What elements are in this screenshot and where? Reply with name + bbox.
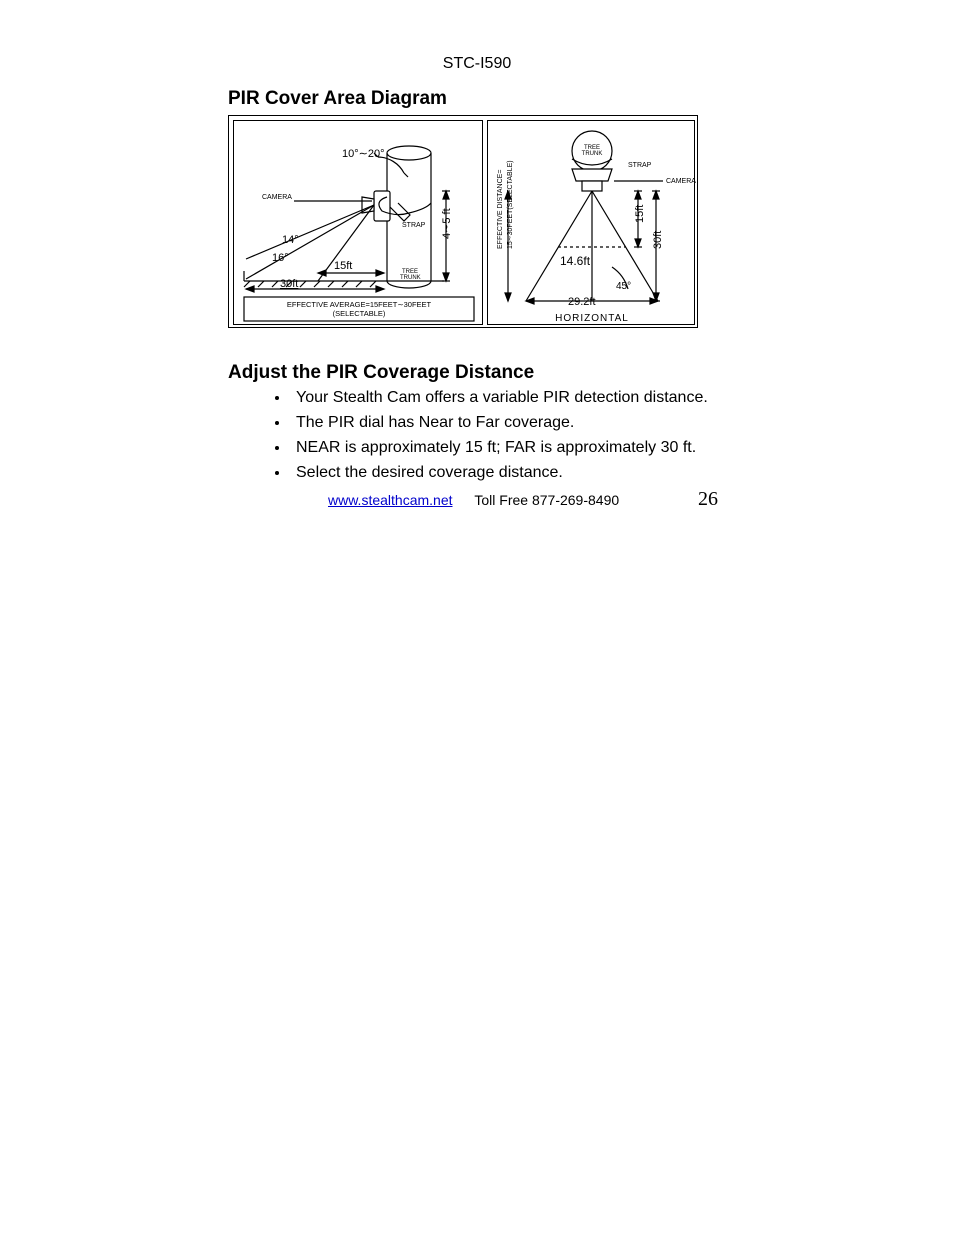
toll-free-number: Toll Free 877-269-8490 bbox=[474, 492, 619, 508]
top-view-svg: TREE TRUNK STRAP CAMERA 14.6ft 45° 29.2f… bbox=[488, 121, 696, 326]
svg-text:CAMERA: CAMERA bbox=[262, 194, 292, 201]
svg-text:EFFECTIVE AVERAGE=15FEET∼30FEE: EFFECTIVE AVERAGE=15FEET∼30FEET bbox=[287, 300, 432, 309]
svg-text:14.6ft: 14.6ft bbox=[560, 254, 591, 268]
side-view-svg: 10°∼20° CAMERA STRAP TREE TRUNK 14° 16° … bbox=[234, 121, 484, 326]
section-title-adjust: Adjust the PIR Coverage Distance bbox=[228, 362, 534, 384]
svg-text:STRAP: STRAP bbox=[402, 222, 426, 229]
diagram-top-view: TREE TRUNK STRAP CAMERA 14.6ft 45° 29.2f… bbox=[487, 120, 695, 325]
svg-text:HORIZONTAL: HORIZONTAL bbox=[555, 313, 629, 324]
svg-text:EFFECTIVE DISTANCE=: EFFECTIVE DISTANCE= bbox=[497, 170, 504, 249]
svg-text:CAMERA: CAMERA bbox=[666, 178, 696, 185]
svg-text:14°: 14° bbox=[282, 234, 299, 246]
svg-text:29.2ft: 29.2ft bbox=[568, 296, 596, 308]
svg-text:30ft: 30ft bbox=[280, 278, 298, 290]
manual-page: STC-I590 PIR Cover Area Diagram bbox=[0, 0, 954, 1235]
svg-text:4∼5 ft: 4∼5 ft bbox=[441, 208, 453, 239]
svg-text:15ft: 15ft bbox=[334, 260, 352, 272]
pir-cover-area-diagram: 10°∼20° CAMERA STRAP TREE TRUNK 14° 16° … bbox=[228, 115, 698, 328]
svg-text:15∼30FEET(SELECTABLE): 15∼30FEET(SELECTABLE) bbox=[507, 160, 514, 249]
bullet-list: Your Stealth Cam offers a variable PIR d… bbox=[262, 386, 708, 486]
svg-text:TRUNK: TRUNK bbox=[582, 151, 603, 157]
svg-text:16°: 16° bbox=[272, 252, 289, 264]
list-item: The PIR dial has Near to Far coverage. bbox=[290, 411, 708, 435]
page-footer: www.stealthcam.net Toll Free 877-269-849… bbox=[228, 492, 718, 508]
header-model-number: STC-I590 bbox=[0, 55, 954, 73]
svg-text:30ft: 30ft bbox=[652, 231, 664, 249]
svg-text:15ft: 15ft bbox=[634, 205, 646, 223]
diagram-side-view: 10°∼20° CAMERA STRAP TREE TRUNK 14° 16° … bbox=[233, 120, 483, 325]
svg-text:STRAP: STRAP bbox=[628, 162, 652, 169]
website-link[interactable]: www.stealthcam.net bbox=[328, 492, 453, 508]
svg-text:45°: 45° bbox=[616, 281, 631, 292]
list-item: NEAR is approximately 15 ft; FAR is appr… bbox=[290, 436, 708, 460]
section-title-pir-diagram: PIR Cover Area Diagram bbox=[228, 88, 447, 110]
svg-text:10°∼20°: 10°∼20° bbox=[342, 148, 385, 160]
page-number: 26 bbox=[698, 488, 718, 511]
list-item: Select the desired coverage distance. bbox=[290, 461, 708, 485]
svg-text:(SELECTABLE): (SELECTABLE) bbox=[333, 309, 386, 318]
svg-text:TRUNK: TRUNK bbox=[400, 275, 421, 281]
list-item: Your Stealth Cam offers a variable PIR d… bbox=[290, 386, 708, 410]
